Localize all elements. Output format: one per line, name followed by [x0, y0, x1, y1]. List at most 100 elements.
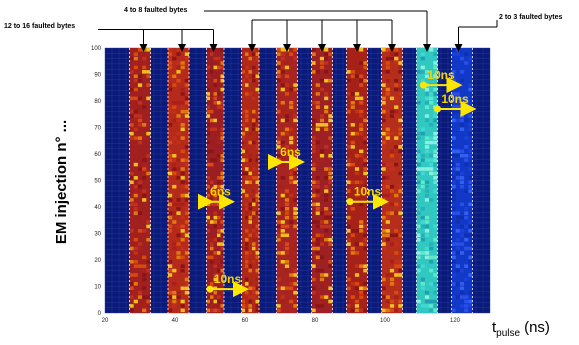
- fault-cell: [176, 167, 181, 171]
- fault-cell: [172, 109, 177, 114]
- fault-cell: [455, 215, 460, 220]
- fault-cell: [394, 264, 399, 268]
- fault-cell: [311, 52, 316, 56]
- fault-cell: [168, 308, 173, 313]
- fault-cell: [142, 193, 147, 198]
- fault-cell: [420, 56, 425, 61]
- fault-cell: [363, 211, 368, 215]
- fault-cell: [172, 202, 177, 207]
- fault-cell: [398, 92, 403, 96]
- fault-cell: [381, 96, 386, 101]
- fault-cell: [184, 162, 189, 167]
- fault-cell: [416, 264, 421, 268]
- fault-cell: [424, 215, 430, 220]
- fault-cell: [293, 167, 298, 171]
- fault-cell: [133, 184, 138, 189]
- fault-cell: [293, 211, 298, 215]
- fault-cell: [424, 114, 430, 118]
- fault-cell: [363, 229, 368, 233]
- fault-cell: [433, 87, 438, 92]
- fault-cell: [252, 246, 256, 251]
- fault-cell: [424, 87, 430, 92]
- fault-cell: [217, 273, 221, 277]
- fault-cell: [459, 268, 465, 273]
- fault-cell: [363, 308, 368, 313]
- fault-cell: [363, 268, 368, 273]
- fault-cell: [324, 61, 329, 65]
- fault-cell: [385, 70, 390, 74]
- fault-cell: [293, 114, 298, 118]
- fault-cell: [168, 198, 173, 202]
- fault-cell: [280, 286, 285, 291]
- fault-cell: [129, 286, 134, 291]
- fault-cell: [455, 251, 460, 255]
- fault-cell: [213, 260, 217, 264]
- fault-cell: [328, 251, 333, 255]
- fault-cell: [455, 167, 460, 171]
- fault-cell: [451, 242, 456, 246]
- fault-cell: [217, 237, 221, 242]
- fault-cell: [319, 273, 325, 277]
- fault-cell: [129, 180, 134, 185]
- fault-cell: [381, 48, 386, 52]
- fault-cell: [429, 96, 434, 101]
- fault-cell: [133, 251, 138, 255]
- fault-cell: [363, 123, 368, 127]
- fault-cell: [451, 70, 456, 74]
- fault-cell: [433, 74, 438, 79]
- fault-cell: [146, 224, 151, 229]
- fault-cell: [245, 237, 249, 242]
- fault-cell: [363, 224, 368, 229]
- fault-cell: [217, 65, 221, 70]
- fault-cell: [280, 184, 285, 189]
- fault-cell: [206, 299, 210, 304]
- fault-cell: [255, 74, 259, 79]
- fault-cell: [424, 105, 430, 109]
- fault-cell: [468, 149, 473, 154]
- fault-cell: [464, 154, 469, 158]
- fault-cell: [433, 92, 438, 96]
- fault-cell: [176, 211, 181, 215]
- fault-cell: [433, 308, 438, 313]
- fault-cell: [359, 61, 364, 65]
- fault-cell: [433, 299, 438, 304]
- fault-cell: [451, 180, 456, 185]
- fault-cell: [315, 123, 320, 127]
- y-tick-label: 10: [94, 285, 101, 291]
- fault-cell: [359, 229, 364, 233]
- fault-cell: [394, 114, 399, 118]
- fault-cell: [451, 176, 456, 180]
- fault-cell: [416, 162, 421, 167]
- fault-cell: [180, 237, 185, 242]
- fault-cell: [206, 48, 210, 52]
- fault-cell: [248, 131, 252, 136]
- fault-cell: [133, 299, 138, 304]
- fault-cell: [398, 264, 403, 268]
- fault-cell: [220, 101, 224, 105]
- fault-cell: [385, 136, 390, 140]
- fault-cell: [420, 237, 425, 242]
- fault-cell: [210, 127, 214, 132]
- fault-cell: [324, 145, 329, 149]
- fault-cell: [168, 229, 173, 233]
- fault-cell: [220, 220, 224, 224]
- fault-cell: [459, 224, 465, 229]
- fault-cell: [284, 211, 290, 215]
- fault-cell: [389, 154, 395, 158]
- fault-cell: [172, 211, 177, 215]
- fault-cell: [184, 220, 189, 224]
- fault-cell: [255, 87, 259, 92]
- fault-cell: [416, 251, 421, 255]
- fault-cell: [206, 74, 210, 79]
- fault-cell: [468, 299, 473, 304]
- fault-cell: [180, 149, 185, 154]
- fault-cell: [394, 193, 399, 198]
- fault-cell: [324, 56, 329, 61]
- fault-cell: [245, 118, 249, 123]
- fault-cell: [381, 286, 386, 291]
- fault-cell: [168, 264, 173, 268]
- fault-cell: [180, 304, 185, 308]
- fault-cell: [420, 207, 425, 211]
- fault-cell: [451, 251, 456, 255]
- fault-cell: [255, 255, 259, 260]
